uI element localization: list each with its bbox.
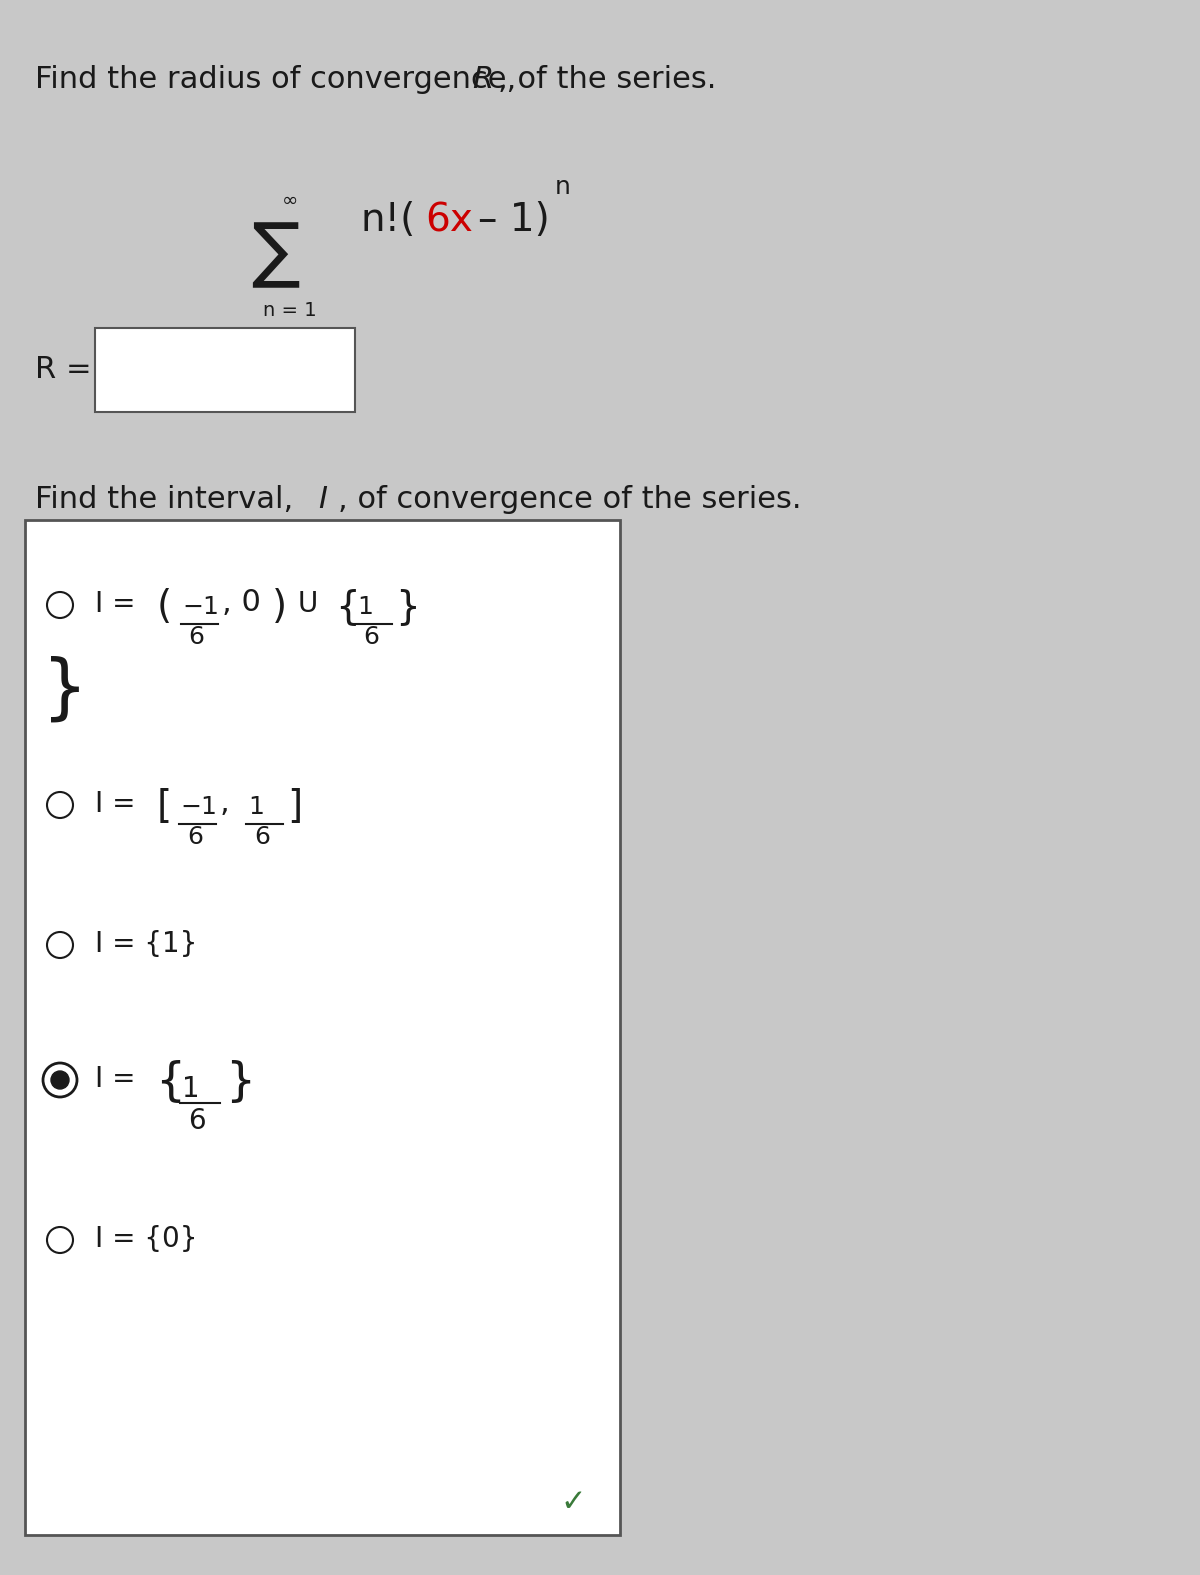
Text: }: } xyxy=(226,1060,256,1106)
Text: ∑: ∑ xyxy=(251,221,299,290)
Text: n!(: n!( xyxy=(360,202,415,239)
Text: }: } xyxy=(395,587,420,625)
Text: {: { xyxy=(335,587,360,625)
Text: n = 1: n = 1 xyxy=(263,301,317,320)
Circle shape xyxy=(50,1071,70,1088)
Text: (: ( xyxy=(157,587,172,625)
Text: , 0: , 0 xyxy=(222,587,260,617)
Text: −1: −1 xyxy=(182,595,218,619)
FancyBboxPatch shape xyxy=(25,520,620,1536)
Text: ,: , xyxy=(220,788,229,817)
Text: I =: I = xyxy=(95,791,144,817)
Text: R =: R = xyxy=(35,356,91,384)
Text: 1: 1 xyxy=(248,795,264,819)
Text: I: I xyxy=(318,485,326,513)
Text: , of convergence of the series.: , of convergence of the series. xyxy=(338,485,802,513)
Text: {: { xyxy=(155,1060,185,1106)
Text: 1: 1 xyxy=(182,1076,199,1102)
Text: ∞: ∞ xyxy=(282,191,298,209)
Text: Find the interval,: Find the interval, xyxy=(35,485,302,513)
Text: U: U xyxy=(298,591,318,617)
Text: ✓: ✓ xyxy=(560,1488,586,1517)
Text: }: } xyxy=(42,655,88,724)
Text: I = {1}: I = {1} xyxy=(95,929,197,958)
Text: I =: I = xyxy=(95,591,144,617)
Text: 6: 6 xyxy=(188,625,204,649)
Text: ]: ] xyxy=(287,788,302,825)
Text: – 1): – 1) xyxy=(478,202,550,239)
FancyBboxPatch shape xyxy=(95,328,355,413)
Text: 6: 6 xyxy=(254,825,270,849)
Text: n: n xyxy=(554,175,571,198)
Text: 6: 6 xyxy=(187,825,203,849)
Text: 6: 6 xyxy=(188,1107,205,1136)
Text: ): ) xyxy=(272,587,287,625)
Text: Find the radius of convergence,: Find the radius of convergence, xyxy=(35,65,526,94)
Text: R: R xyxy=(472,65,493,94)
Text: 6x: 6x xyxy=(425,202,473,239)
Text: , of the series.: , of the series. xyxy=(498,65,716,94)
Text: −1: −1 xyxy=(180,795,217,819)
Text: 1: 1 xyxy=(358,595,373,619)
Text: I =: I = xyxy=(95,1065,144,1093)
Text: 6: 6 xyxy=(364,625,379,649)
Text: I = {0}: I = {0} xyxy=(95,1225,198,1254)
Text: [: [ xyxy=(157,788,173,825)
